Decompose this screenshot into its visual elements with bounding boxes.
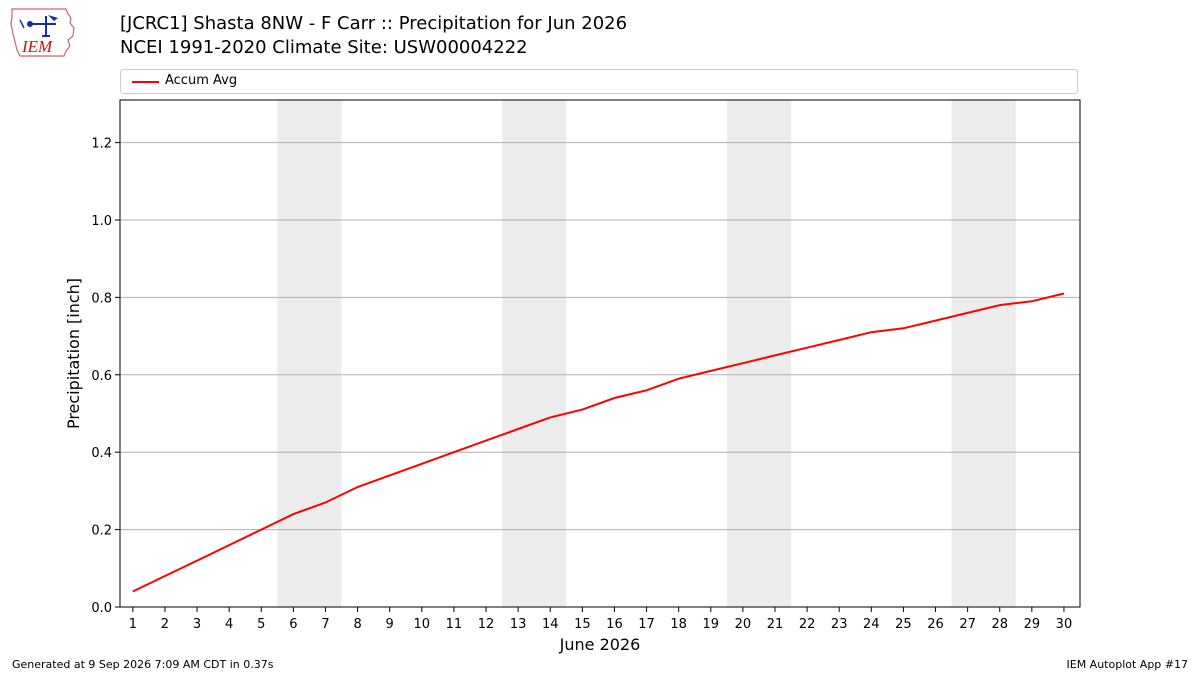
logo-text: IEM <box>21 37 53 56</box>
chart-title: [JCRC1] Shasta 8NW - F Carr :: Precipita… <box>120 13 628 34</box>
x-tick-label: 29 <box>1024 617 1041 632</box>
weekend-band <box>951 100 1016 607</box>
x-tick-label: 9 <box>386 617 394 632</box>
x-tick-label: 26 <box>927 617 944 632</box>
x-axis-label: June 2026 <box>559 635 641 654</box>
y-tick-label: 0.8 <box>91 291 112 306</box>
y-tick-label: 0.6 <box>91 369 112 384</box>
y-tick-label: 0.2 <box>91 524 112 539</box>
x-tick-label: 7 <box>321 617 329 632</box>
x-tick-label: 20 <box>735 617 752 632</box>
x-tick-label: 11 <box>446 617 463 632</box>
weekend-band <box>502 100 567 607</box>
footer-generated-text: Generated at 9 Sep 2026 7:09 AM CDT in 0… <box>12 658 274 671</box>
x-tick-label: 3 <box>193 617 201 632</box>
x-tick-label: 15 <box>574 617 591 632</box>
legend-label: Accum Avg <box>165 73 238 88</box>
x-tick-label: 25 <box>895 617 912 632</box>
series-line-accum-avg <box>132 292 1065 593</box>
x-tick-label: 5 <box>257 617 265 632</box>
y-tick-label: 1.2 <box>91 137 112 152</box>
plot-frame <box>119 99 1081 608</box>
x-tick-label: 10 <box>414 617 431 632</box>
x-tick-label: 13 <box>510 617 527 632</box>
x-tick-label: 1 <box>129 617 137 632</box>
weather-station-icon <box>19 15 58 37</box>
x-tick-label: 12 <box>478 617 495 632</box>
x-tick-label: 14 <box>542 617 559 632</box>
x-tick-label: 17 <box>638 617 655 632</box>
footer-app-text: IEM Autoplot App #17 <box>1066 658 1189 671</box>
chart-legend: Accum Avg <box>120 69 1078 94</box>
iowa-state-outline <box>10 8 75 57</box>
y-tick-label: 1.0 <box>91 214 112 229</box>
legend-line-swatch <box>132 81 159 83</box>
x-tick-label: 30 <box>1056 617 1073 632</box>
x-tick-label: 28 <box>991 617 1008 632</box>
x-tick-label: 8 <box>353 617 361 632</box>
x-tick-label: 6 <box>289 617 297 632</box>
x-tick-label: 22 <box>799 617 816 632</box>
x-tick-label: 23 <box>831 617 848 632</box>
x-tick-label: 19 <box>702 617 719 632</box>
weekend-band <box>277 100 342 607</box>
y-axis-label: Precipitation [inch] <box>64 278 83 429</box>
x-tick-label: 4 <box>225 617 233 632</box>
x-tick-label: 16 <box>606 617 623 632</box>
x-tick-label: 24 <box>863 617 880 632</box>
x-tick-label: 2 <box>161 617 169 632</box>
y-tick-label: 0.4 <box>91 446 112 461</box>
x-tick-label: 27 <box>959 617 976 632</box>
x-tick-label: 21 <box>767 617 784 632</box>
x-tick-label: 18 <box>670 617 687 632</box>
y-tick-label: 0.0 <box>91 601 112 616</box>
iem-logo: IEM <box>8 6 80 58</box>
chart-subtitle: NCEI 1991-2020 Climate Site: USW00004222 <box>120 37 528 58</box>
